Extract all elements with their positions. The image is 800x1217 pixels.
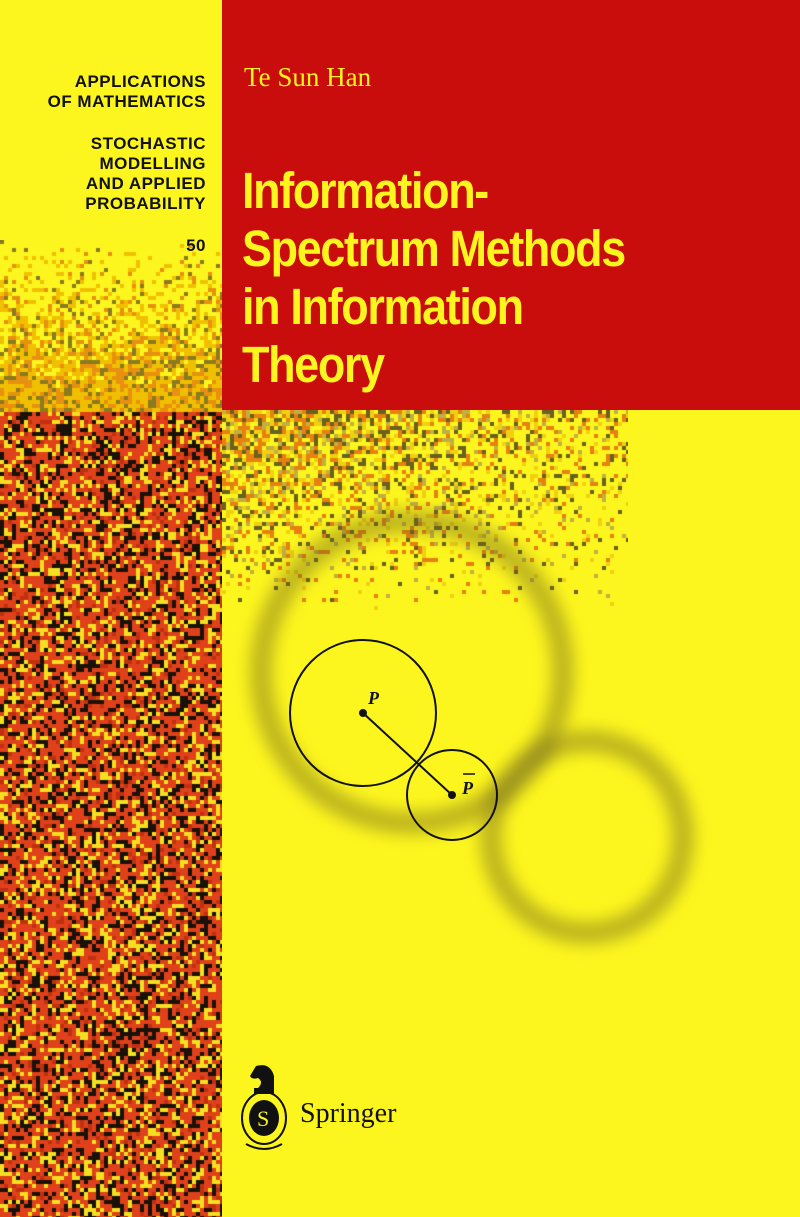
series-name: APPLICATIONS OF MATHEMATICS	[48, 72, 206, 112]
publisher-name: Springer	[300, 1098, 397, 1129]
circle-p	[289, 639, 437, 787]
series-line: APPLICATIONS	[74, 72, 206, 91]
point-pbar	[448, 791, 456, 799]
title-line: Information-	[242, 162, 489, 219]
author: Te Sun Han	[244, 62, 372, 92]
book-title: Information- Spectrum Methods in Informa…	[242, 162, 626, 394]
title-line: Spectrum Methods	[242, 220, 626, 277]
series-line: STOCHASTIC	[90, 134, 206, 153]
title-line: Theory	[242, 336, 385, 393]
springer-knight-logo: S	[241, 1065, 287, 1150]
connecting-line	[362, 712, 453, 796]
subseries-name: STOCHASTIC MODELLING AND APPLIED PROBABI…	[85, 134, 206, 214]
series-line: MODELLING	[99, 154, 206, 173]
point-p	[359, 709, 367, 717]
noise-pattern-left	[0, 240, 222, 1217]
circle-pbar	[406, 749, 498, 841]
series-line: OF MATHEMATICS	[47, 92, 206, 111]
series-line: PROBABILITY	[85, 194, 206, 213]
label-p: P	[367, 688, 380, 708]
series-line: AND APPLIED	[85, 174, 206, 193]
svg-text:S: S	[257, 1106, 269, 1131]
volume-number: 50	[186, 236, 206, 255]
circle-diagram: P P	[289, 639, 498, 841]
title-line: in Information	[242, 278, 524, 335]
title-panel: Te Sun Han Information- Spectrum Methods…	[222, 0, 800, 410]
label-pbar: P	[461, 778, 474, 798]
